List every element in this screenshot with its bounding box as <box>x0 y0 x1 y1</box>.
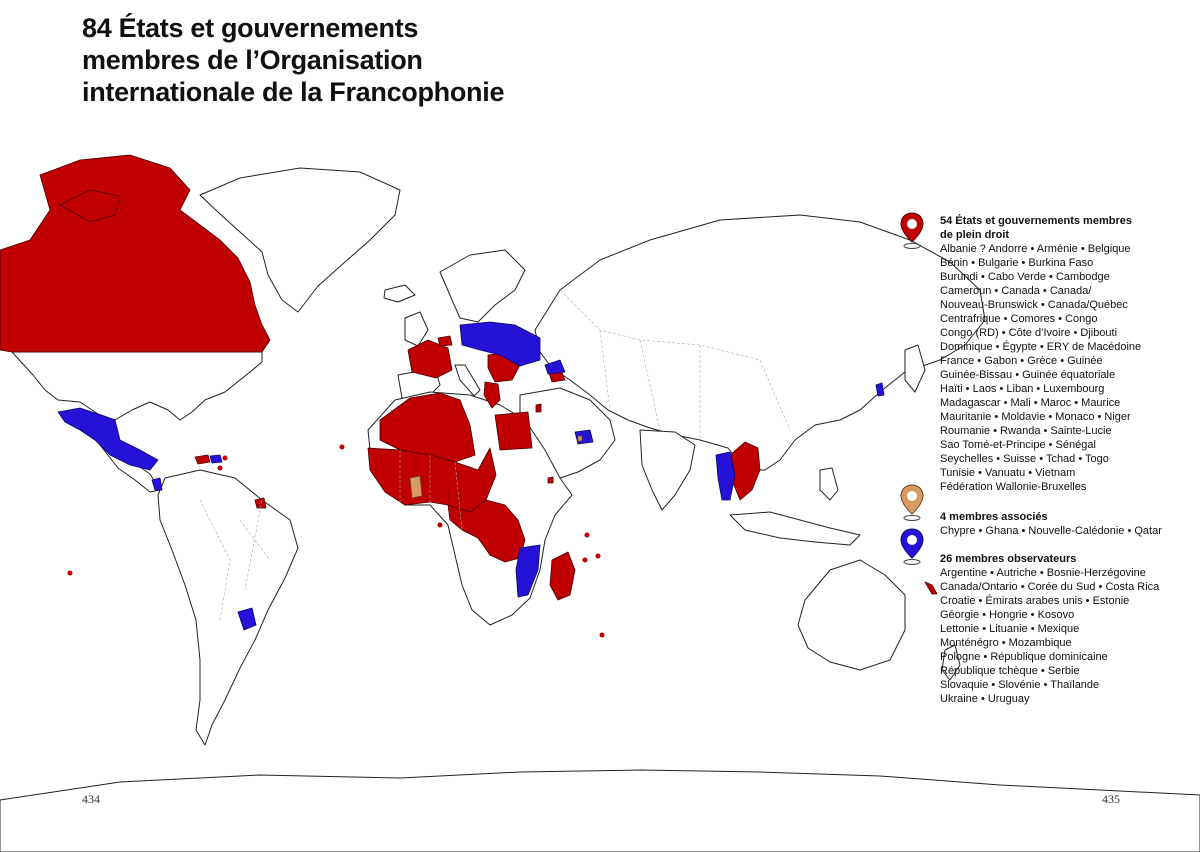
egypt <box>494 411 533 451</box>
costa-rica <box>151 477 163 491</box>
mozambique <box>515 544 541 598</box>
australia <box>797 559 906 671</box>
japan <box>904 344 926 393</box>
title-line: membres de l’Organisation <box>82 45 423 75</box>
map-pin-blue-icon <box>900 528 924 565</box>
legend-line: Géorgie • Hongrie • Kosovo <box>940 609 1075 621</box>
map-pin-tan-icon <box>900 484 924 521</box>
thailand <box>715 451 736 501</box>
legend-heading: 4 membres associés <box>940 511 1048 523</box>
scandinavia <box>439 249 526 323</box>
legend-line: Burundi • Cabo Verde • Cambodge <box>940 271 1110 283</box>
new-zealand <box>941 644 961 681</box>
india <box>639 429 696 511</box>
legend-full-members: 54 États et gouvernements membres de ple… <box>940 214 1190 494</box>
greece-albania <box>483 381 501 409</box>
legend-line: Canada/Ontario • Corée du Sud • Costa Ri… <box>940 581 1160 593</box>
seychelles-island <box>584 532 590 538</box>
legend-line: Tunisie • Vanuatu • Vietnam <box>940 467 1076 479</box>
qatar <box>577 435 583 442</box>
legend-line: Congo (RD) • Côte d’Ivoire • Djibouti <box>940 327 1118 339</box>
legend-heading: 54 États et gouvernements membres <box>940 215 1132 227</box>
dominican-republic <box>209 454 223 464</box>
greenland <box>199 167 401 313</box>
legend-line: Nouveau-Brunswick • Canada/Québec <box>940 299 1128 311</box>
sao-tome-island <box>437 522 443 528</box>
legend-line: Chypre • Ghana • Nouvelle-Calédonie • Qa… <box>940 525 1162 537</box>
usa <box>11 351 263 421</box>
title-line: internationale de la Francophonie <box>82 77 505 107</box>
saint-lucia-island <box>217 465 223 471</box>
map-title: 84 États et gouvernements membres de l’O… <box>82 12 602 108</box>
legend-associate-members: 4 membres associés Chypre • Ghana • Nouv… <box>940 510 1190 538</box>
legend-line: Haïti • Laos • Liban • Luxembourg <box>940 383 1105 395</box>
legend-line: Pologne • République dominicaine <box>940 651 1108 663</box>
legend-line: Cameroun • Canada • Canada/ <box>940 285 1092 297</box>
legend-line: Fédération Wallonie-Bruxelles <box>940 481 1087 493</box>
legend-line: Slovaquie • Slovénie • Thaïlande <box>940 679 1100 691</box>
ghana <box>409 475 423 499</box>
legend-line: Madagascar • Mali • Maroc • Maurice <box>940 397 1121 409</box>
uruguay <box>237 607 257 631</box>
legend-line: République tchèque • Serbie <box>940 665 1080 677</box>
korea <box>875 382 885 397</box>
map-pin-red-icon <box>900 212 924 249</box>
vanuatu <box>924 581 938 595</box>
cabo-verde-island <box>339 444 345 450</box>
maghreb <box>379 392 476 463</box>
legend-line: Monténégro • Mozambique <box>940 637 1072 649</box>
title-line: 84 États et gouvernements <box>82 13 419 43</box>
central-eastern-europe <box>459 321 541 367</box>
haiti-dominica <box>194 454 211 465</box>
legend-line: Dominique • Égypte • ERY de Macédoine <box>940 341 1142 353</box>
legend-line: Mauritanie • Moldavie • Monaco • Niger <box>940 411 1131 423</box>
france <box>407 339 453 379</box>
world-map <box>0 154 1200 852</box>
russia-asia <box>534 214 986 471</box>
legend-line: Roumanie • Rwanda • Sainte-Lucie <box>940 425 1112 437</box>
borders <box>199 289 791 621</box>
caribbean-island <box>222 455 228 461</box>
reunion-island <box>599 632 605 638</box>
british-isles <box>404 311 429 347</box>
philippines <box>819 467 839 501</box>
legend-line: Sao Tomé-et-Principe • Sénégal <box>940 439 1096 451</box>
belgium-lux <box>437 335 453 347</box>
iceland <box>383 284 416 303</box>
maurice-island <box>582 557 588 563</box>
legend-line: Bénin • Bulgarie • Burkina Faso <box>940 257 1094 269</box>
legend-line: Lettonie • Lituanie • Mexique <box>940 623 1080 635</box>
antarctica <box>0 769 1200 852</box>
legend-heading: de plein droit <box>940 229 1010 241</box>
south-america <box>157 469 299 746</box>
comores-island <box>595 553 601 559</box>
legend-observer-members: 26 membres observateurs Argentine • Autr… <box>940 552 1190 706</box>
guiana <box>254 497 267 509</box>
madagascar <box>549 551 576 601</box>
page-number-right: 435 <box>1102 792 1120 806</box>
legend-line: Guinée-Bissau • Guinée équatoriale <box>940 369 1116 381</box>
canada-arctic-islands <box>59 189 121 223</box>
legend-line: Ukraine • Uruguay <box>940 693 1030 705</box>
italy <box>454 364 481 397</box>
legend-heading: 26 membres observateurs <box>940 553 1077 565</box>
legend-line: Centrafrique • Comores • Congo <box>940 313 1098 325</box>
page-number-left: 434 <box>82 792 100 806</box>
legend-line: Seychelles • Suisse • Tchad • Togo <box>940 453 1109 465</box>
legend-line: Albanie ? Andorre • Arménie • Belgique <box>940 243 1131 255</box>
legend-line: Argentine • Autriche • Bosnie-Herzégovin… <box>940 567 1146 579</box>
pacific-island <box>67 570 73 576</box>
mexico <box>57 407 159 471</box>
legend-line: France • Gabon • Grèce • Guinée <box>940 355 1103 367</box>
legend-line: Croatie • Émirats arabes unis • Estonie <box>940 595 1130 607</box>
djibouti <box>547 476 554 484</box>
indonesia <box>729 511 861 546</box>
georgia <box>544 359 566 375</box>
lebanon <box>535 403 542 413</box>
